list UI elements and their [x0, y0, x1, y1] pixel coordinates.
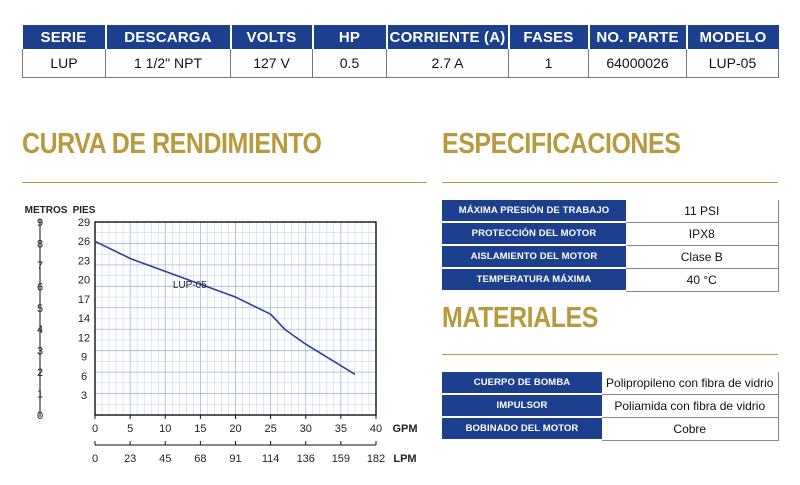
spec-value: 2.7 A: [386, 49, 509, 78]
gpm-tick-label: 5: [127, 423, 133, 435]
material-value: Poliamida con fibra de vidrio: [602, 394, 779, 418]
lpm-tick-label: 182: [367, 453, 385, 465]
materials-divider: [442, 354, 778, 355]
spec-header: VOLTS: [230, 25, 314, 49]
lpm-tick-label: 136: [297, 453, 315, 465]
feet-tick-label: 14: [78, 313, 90, 325]
spec-value: 127 V: [230, 49, 313, 78]
spec-value: 1: [508, 49, 589, 78]
meters-tick-label: 1: [37, 389, 43, 401]
material-row: BOBINADO DEL MOTOR Cobre: [442, 417, 779, 441]
material-row: IMPULSOR Poliamida con fibra de vidrio: [442, 394, 779, 418]
feet-tick-label: 3: [81, 390, 87, 402]
feet-tick-label: 23: [78, 255, 90, 267]
spec-label: MÁXIMA PRESIÓN DE TRABAJO: [442, 200, 626, 223]
performance-title: CURVA DE RENDIMIENTO: [22, 128, 322, 160]
spec-label: PROTECCIÓN DEL MOTOR: [442, 222, 626, 246]
gpm-tick-label: 20: [229, 423, 241, 435]
feet-tick-label: 12: [78, 332, 90, 344]
lpm-tick-label: 114: [262, 453, 280, 465]
feet-tick-label: 29: [78, 217, 90, 229]
spec-value-row: LUP 1 1/2" NPT 127 V 0.5 2.7 A 1 6400002…: [22, 49, 779, 78]
gpm-tick-label: 40: [370, 423, 382, 435]
spec-header: FASES: [508, 25, 590, 49]
lpm-tick-label: 23: [124, 453, 136, 465]
spec-row: AISLAMIENTO DEL MOTOR Clase B: [442, 245, 779, 269]
feet-axis-label: PIES: [73, 205, 96, 216]
feet-tick-label: 20: [78, 275, 90, 287]
spec-value: 64000026: [588, 49, 687, 78]
meters-tick-label: 6: [37, 281, 43, 293]
feet-tick-label: 26: [78, 236, 90, 248]
spec-value: IPX8: [626, 222, 779, 246]
feet-tick-label: 6: [81, 371, 87, 383]
meters-tick-label: 4: [37, 324, 43, 336]
spec-header: SERIE: [22, 25, 107, 49]
lpm-tick-label: 68: [194, 453, 206, 465]
spec-value: 1 1/2" NPT: [105, 49, 231, 78]
meters-tick-label: 0: [37, 410, 43, 422]
spec-value: Clase B: [626, 245, 779, 269]
material-label: CUERPO DE BOMBA: [442, 372, 602, 395]
material-label: BOBINADO DEL MOTOR: [442, 417, 602, 441]
gpm-tick-label: 10: [159, 423, 171, 435]
spec-row: TEMPERATURA MÁXIMA 40 °C: [442, 268, 779, 292]
gpm-tick-label: 30: [300, 423, 312, 435]
lpm-tick-label: 91: [229, 453, 241, 465]
lpm-tick-label: 0: [92, 453, 98, 465]
specifications-table: MÁXIMA PRESIÓN DE TRABAJO 11 PSI PROTECC…: [442, 200, 779, 292]
spec-header: MODELO: [686, 25, 779, 49]
lpm-tick-label: 45: [159, 453, 171, 465]
spec-row: MÁXIMA PRESIÓN DE TRABAJO 11 PSI: [442, 200, 779, 223]
feet-tick-label: 17: [78, 294, 90, 306]
performance-divider: [22, 182, 427, 183]
gpm-tick-label: 35: [335, 423, 347, 435]
meters-tick-label: 5: [37, 303, 43, 315]
gpm-tick-label: 0: [92, 423, 98, 435]
spec-label: AISLAMIENTO DEL MOTOR: [442, 245, 626, 269]
meters-axis-label: METROS: [25, 205, 68, 216]
spec-header: HP: [312, 25, 388, 49]
material-label: IMPULSOR: [442, 394, 602, 418]
spec-header: DESCARGA: [105, 25, 232, 49]
spec-value: 40 °C: [626, 268, 779, 292]
spec-header: NO. PARTE: [588, 25, 688, 49]
series-label: LUP-05: [173, 280, 207, 291]
gpm-tick-label: 15: [194, 423, 206, 435]
lpm-axis-label: LPM: [393, 453, 416, 465]
meters-tick-label: 3: [37, 346, 43, 358]
feet-tick-label: 9: [81, 352, 87, 364]
gpm-axis-label: GPM: [392, 423, 417, 435]
material-row: CUERPO DE BOMBA Polipropileno con fibra …: [442, 372, 779, 395]
spec-value: LUP: [22, 49, 106, 78]
specifications-divider: [442, 182, 778, 183]
meters-tick-label: 9: [37, 217, 43, 229]
spec-label: TEMPERATURA MÁXIMA: [442, 268, 626, 292]
spec-value: 0.5: [312, 49, 387, 78]
spec-header: CORRIENTE (A): [386, 25, 510, 49]
spec-header-row: SERIE DESCARGA VOLTS HP CORRIENTE (A) FA…: [22, 25, 779, 49]
spec-value: LUP-05: [686, 49, 779, 78]
materials-table: CUERPO DE BOMBA Polipropileno con fibra …: [442, 372, 779, 441]
meters-tick-label: 2: [37, 367, 43, 379]
spec-row: PROTECCIÓN DEL MOTOR IPX8: [442, 222, 779, 246]
material-value: Cobre: [602, 417, 779, 441]
materials-title: MATERIALES: [442, 302, 598, 334]
meters-tick-label: 7: [37, 260, 43, 272]
meters-tick-label: 8: [37, 238, 43, 250]
spec-value: 11 PSI: [626, 200, 779, 223]
material-value: Polipropileno con fibra de vidrio: [602, 372, 779, 395]
gpm-tick-label: 25: [265, 423, 277, 435]
lpm-tick-label: 159: [332, 453, 350, 465]
specifications-title: ESPECIFICACIONES: [442, 128, 681, 160]
series-line-lup-05: [94, 240, 356, 375]
spec-table: SERIE DESCARGA VOLTS HP CORRIENTE (A) FA…: [22, 25, 779, 78]
